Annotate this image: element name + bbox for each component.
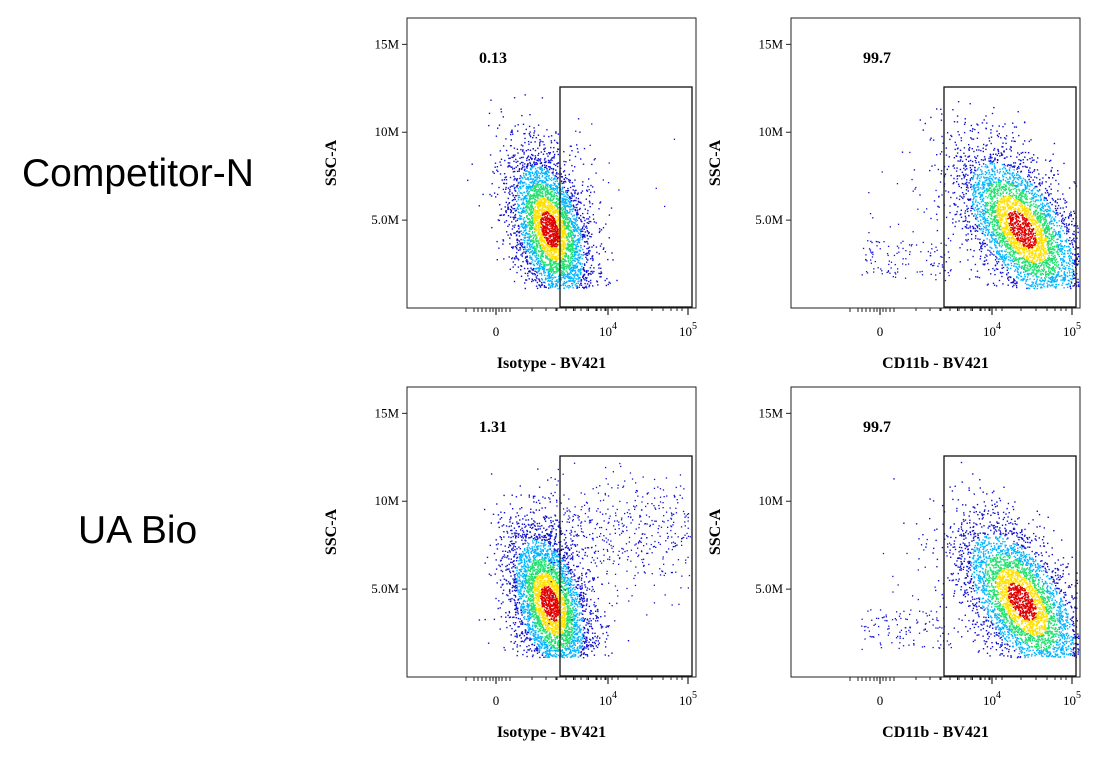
panel-2: 15M 10M 5.0M 0 104 105 Isotype - BV421 SSC-A 1.3… xyxy=(323,386,697,741)
x-tick-label: 105 xyxy=(1063,321,1081,339)
x-tick-label: 104 xyxy=(983,690,1001,708)
x-minor-ticks xyxy=(849,308,1067,312)
x-tick-label: 104 xyxy=(983,321,1001,339)
plot-frame xyxy=(790,17,1081,309)
panel-3: 15M 10M 5.0M 0 104 105 CD11b - BV421 SSC-A 99.7 xyxy=(707,386,1081,741)
y-tick-label: 5.0M xyxy=(371,581,399,596)
x-tick-label: 104 xyxy=(599,690,617,708)
y-tick-label: 15M xyxy=(758,405,783,420)
gate-rectangle[interactable] xyxy=(943,455,1077,677)
x-axis-title: Isotype - BV421 xyxy=(497,355,606,372)
y-tick-label: 10M xyxy=(758,493,783,508)
gate-percent-label: 99.7 xyxy=(863,50,891,67)
y-axis-title: SSC-A xyxy=(707,139,724,186)
plot-frame xyxy=(406,17,697,309)
panel-0: 15M 10M 5.0M 0 104 105 Isotype - BV421 SSC-A 0.1… xyxy=(323,17,697,372)
y-axis-title: SSC-A xyxy=(707,508,724,555)
gate-percent-label: 1.31 xyxy=(479,419,507,436)
y-tick-label: 10M xyxy=(374,493,399,508)
scatter-events xyxy=(861,461,1080,659)
x-tick-label: 105 xyxy=(679,321,697,339)
y-axis-title: SSC-A xyxy=(323,139,340,186)
row-label-competitor: Competitor-N xyxy=(22,152,254,195)
x-tick-label: 104 xyxy=(599,321,617,339)
y-axis-title: SSC-A xyxy=(323,508,340,555)
scatter-events xyxy=(467,94,676,290)
x-tick-label: 0 xyxy=(493,324,500,339)
scatter-events xyxy=(478,462,691,659)
x-tick-label: 0 xyxy=(877,693,884,708)
gate-percent-label: 99.7 xyxy=(863,419,891,436)
gate-rectangle[interactable] xyxy=(943,86,1077,308)
gate-rectangle[interactable] xyxy=(559,86,693,308)
x-axis-title: Isotype - BV421 xyxy=(497,724,606,741)
x-tick-label: 0 xyxy=(877,324,884,339)
y-tick-label: 5.0M xyxy=(755,212,783,227)
y-tick-label: 15M xyxy=(374,36,399,51)
y-tick-label: 10M xyxy=(758,124,783,139)
x-tick-label: 105 xyxy=(679,690,697,708)
row-label-ua-bio: UA Bio xyxy=(78,509,197,552)
x-minor-ticks xyxy=(465,677,683,681)
x-minor-ticks xyxy=(849,677,1067,681)
plot-panels: 15M 10M 5.0M 0 104 105 Isotype - BV421 SSC-A 0.1… xyxy=(323,17,1081,741)
panel-1: 15M 10M 5.0M 0 104 105 CD11b - BV421 SSC-A 99.7 xyxy=(707,17,1081,372)
gate-percent-label: 0.13 xyxy=(479,50,507,67)
y-tick-label: 5.0M xyxy=(755,581,783,596)
x-axis-title: CD11b - BV421 xyxy=(882,355,989,372)
x-tick-label: 105 xyxy=(1063,690,1081,708)
x-tick-label: 0 xyxy=(493,693,500,708)
x-axis-title: CD11b - BV421 xyxy=(882,724,989,741)
x-minor-ticks xyxy=(465,308,683,312)
y-tick-label: 5.0M xyxy=(371,212,399,227)
gate-rectangle[interactable] xyxy=(559,455,693,677)
y-tick-label: 15M xyxy=(374,405,399,420)
y-tick-label: 10M xyxy=(374,124,399,139)
y-tick-label: 15M xyxy=(758,36,783,51)
